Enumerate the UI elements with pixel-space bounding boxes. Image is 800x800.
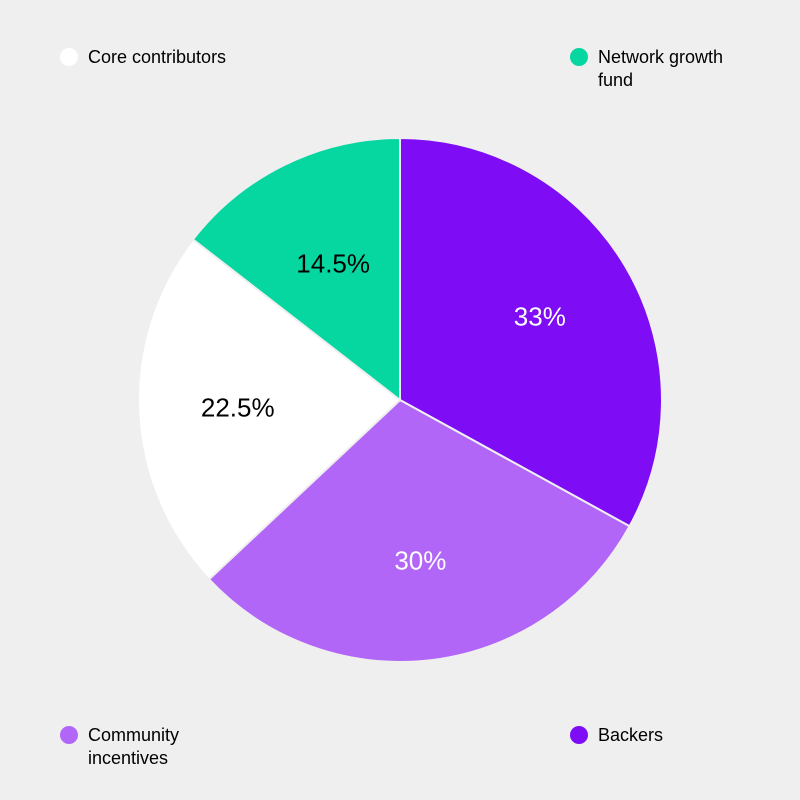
chart-canvas: Core contributors Network growth fund Co…	[0, 0, 800, 800]
swatch-icon	[60, 726, 78, 744]
slice-label-core-contributors: 22.5%	[201, 392, 275, 423]
legend-label: Core contributors	[88, 46, 226, 69]
legend-label: Community incentives	[88, 724, 248, 769]
swatch-icon	[570, 726, 588, 744]
swatch-icon	[60, 48, 78, 66]
legend-community-incentives: Community incentives	[60, 724, 248, 769]
legend-label: Backers	[598, 724, 663, 747]
legend-core-contributors: Core contributors	[60, 46, 226, 69]
swatch-icon	[570, 48, 588, 66]
legend-network-growth-fund: Network growth fund	[570, 46, 758, 91]
slice-label-network-growth-fund: 14.5%	[296, 248, 370, 279]
legend-label: Network growth fund	[598, 46, 758, 91]
slice-label-backers: 33%	[514, 302, 566, 333]
legend-backers: Backers	[570, 724, 663, 747]
slice-label-community-incentives: 30%	[394, 546, 446, 577]
